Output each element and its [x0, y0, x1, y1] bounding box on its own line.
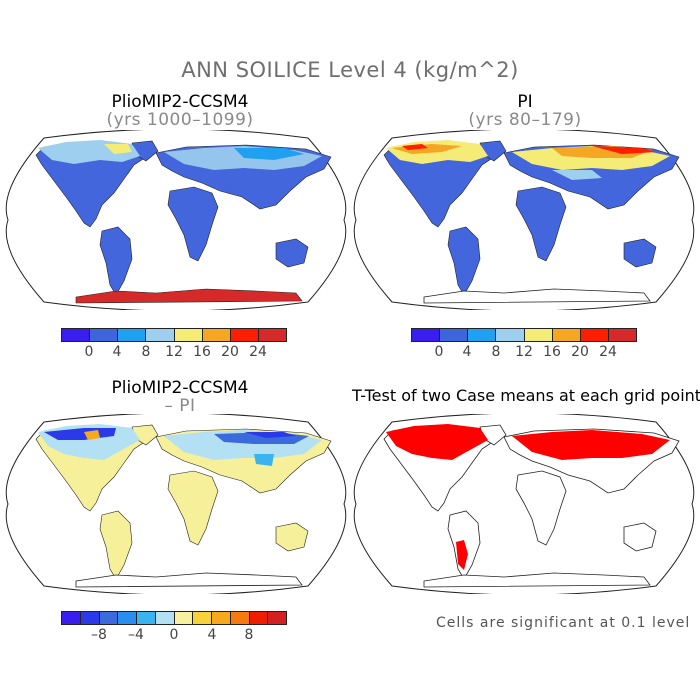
northern-diff: [38, 424, 322, 466]
colorbar-right: [411, 328, 637, 342]
tick-label: 24: [599, 344, 617, 360]
tick-label: 8: [141, 344, 151, 360]
tick-label: 12: [165, 344, 183, 360]
tick-label: 16: [543, 344, 561, 360]
colorbar-swatch: [137, 612, 156, 624]
colorbar-swatch: [552, 329, 581, 341]
colorbar-swatch: [193, 612, 212, 624]
colorbar-swatch: [80, 612, 100, 624]
colorbar-swatch: [174, 612, 194, 624]
colorbar-swatch: [118, 612, 137, 624]
colorbar-swatch: [118, 329, 147, 341]
colorbar-swatch: [608, 329, 636, 341]
panel4-title: T-Test of two Case means at each grid po…: [352, 386, 700, 405]
colorbar-swatch: [155, 612, 175, 624]
tick-label: 8: [244, 627, 254, 643]
colorbar-diff-ticks: –8 –4 0 4 8: [61, 627, 287, 645]
colorbar-swatch: [580, 329, 609, 341]
colorbar-swatch: [258, 329, 286, 341]
panel1-title: PlioMIP2-CCSM4: [111, 92, 249, 112]
tick-label: 24: [249, 344, 267, 360]
colorbar-swatch: [249, 612, 269, 624]
colorbar-right-ticks: 0 4 8 12 16 20 24: [411, 344, 637, 362]
colorbar-swatch: [174, 329, 203, 341]
tick-label: 0: [169, 627, 179, 643]
tick-label: –8: [91, 627, 107, 643]
panel3-title: PlioMIP2-CCSM4: [111, 378, 249, 398]
tick-label: 4: [462, 344, 472, 360]
colorbar-swatch: [99, 612, 119, 624]
colorbar-swatch: [524, 329, 553, 341]
colorbar-swatch: [62, 329, 91, 341]
colorbar-swatch: [268, 612, 286, 624]
tick-label: 8: [491, 344, 501, 360]
main-title: ANN SOILICE Level 4 (kg/m^2): [181, 58, 519, 82]
colorbar-diff: [61, 611, 287, 625]
colorbar-swatch: [468, 329, 497, 341]
map-panel4: [353, 414, 695, 594]
map-panel1: [5, 130, 347, 310]
northern-soilice: [386, 140, 670, 180]
colorbar-swatch: [212, 612, 231, 624]
colorbar-swatch: [496, 329, 525, 341]
map-panel3: [5, 414, 347, 594]
tick-label: 20: [221, 344, 239, 360]
colorbar-swatch: [230, 329, 259, 341]
tick-label: 20: [571, 344, 589, 360]
tick-label: 4: [112, 344, 122, 360]
colorbar-swatch: [230, 612, 250, 624]
northern-soilice: [38, 140, 322, 170]
colorbar-left-ticks: 0 4 8 12 16 20 24: [61, 344, 287, 362]
map-panel2: [353, 130, 695, 310]
panel3-subtitle: – PI: [164, 396, 196, 416]
panel2-title: PI: [517, 92, 533, 112]
colorbar-swatch: [440, 329, 469, 341]
tick-label: 0: [434, 344, 444, 360]
colorbar-left: [61, 328, 287, 342]
tick-label: 12: [515, 344, 533, 360]
tick-label: 0: [84, 344, 94, 360]
colorbar-swatch: [146, 329, 175, 341]
tick-label: –4: [128, 627, 144, 643]
tick-label: 4: [207, 627, 217, 643]
colorbar-swatch: [412, 329, 441, 341]
significant-cells: [386, 424, 670, 570]
significance-note: Cells are significant at 0.1 level: [436, 615, 691, 631]
tick-label: 16: [193, 344, 211, 360]
colorbar-swatch: [202, 329, 231, 341]
colorbar-swatch: [62, 612, 81, 624]
colorbar-swatch: [90, 329, 119, 341]
panel1-subtitle: (yrs 1000–1099): [106, 110, 254, 130]
panel2-subtitle: (yrs 80–179): [468, 110, 582, 130]
